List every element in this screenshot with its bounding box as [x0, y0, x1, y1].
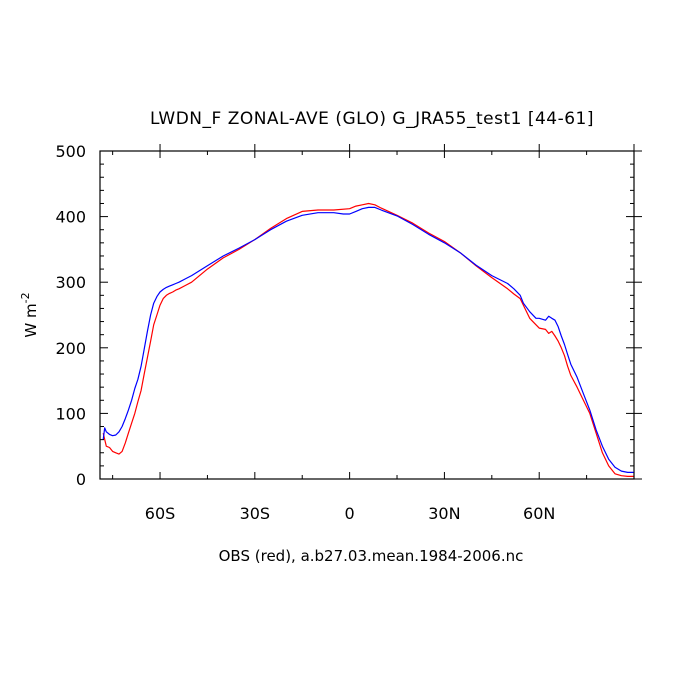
- y-tick-label: 500: [55, 142, 86, 161]
- y-tick-label: 100: [55, 404, 86, 423]
- x-tick-label: 0: [345, 504, 355, 523]
- y-axis-label: W m-2: [19, 292, 40, 337]
- plot-frame: [99, 150, 635, 480]
- series-layer: [102, 202, 634, 477]
- x-axis-label: OBS (red), a.b27.03.mean.1984-2006.nc: [219, 547, 524, 565]
- y-axis-ticks: 0 100 200 300 400 500: [55, 142, 642, 489]
- x-tick-label: 60S: [145, 504, 176, 523]
- x-tick-label: 30N: [428, 504, 460, 523]
- y-tick-label: 400: [55, 208, 86, 227]
- y-tick-label: 0: [76, 470, 86, 489]
- x-tick-label: 60N: [523, 504, 555, 523]
- chart-title: LWDN_F ZONAL-AVE (GLO) G_JRA55_test1 [44…: [150, 109, 594, 129]
- y-tick-label: 200: [55, 339, 86, 358]
- series-line-0: [102, 202, 634, 477]
- y-tick-label: 300: [55, 273, 86, 292]
- plot-border: [99, 150, 635, 480]
- y-axis-label-exponent: -2: [19, 292, 32, 303]
- x-tick-label: 30S: [240, 504, 271, 523]
- series-line-1: [102, 206, 634, 473]
- x-axis-ticks: 60S 30S 0 30N 60N: [112, 144, 635, 523]
- y-axis-label-unit: W m: [22, 303, 40, 337]
